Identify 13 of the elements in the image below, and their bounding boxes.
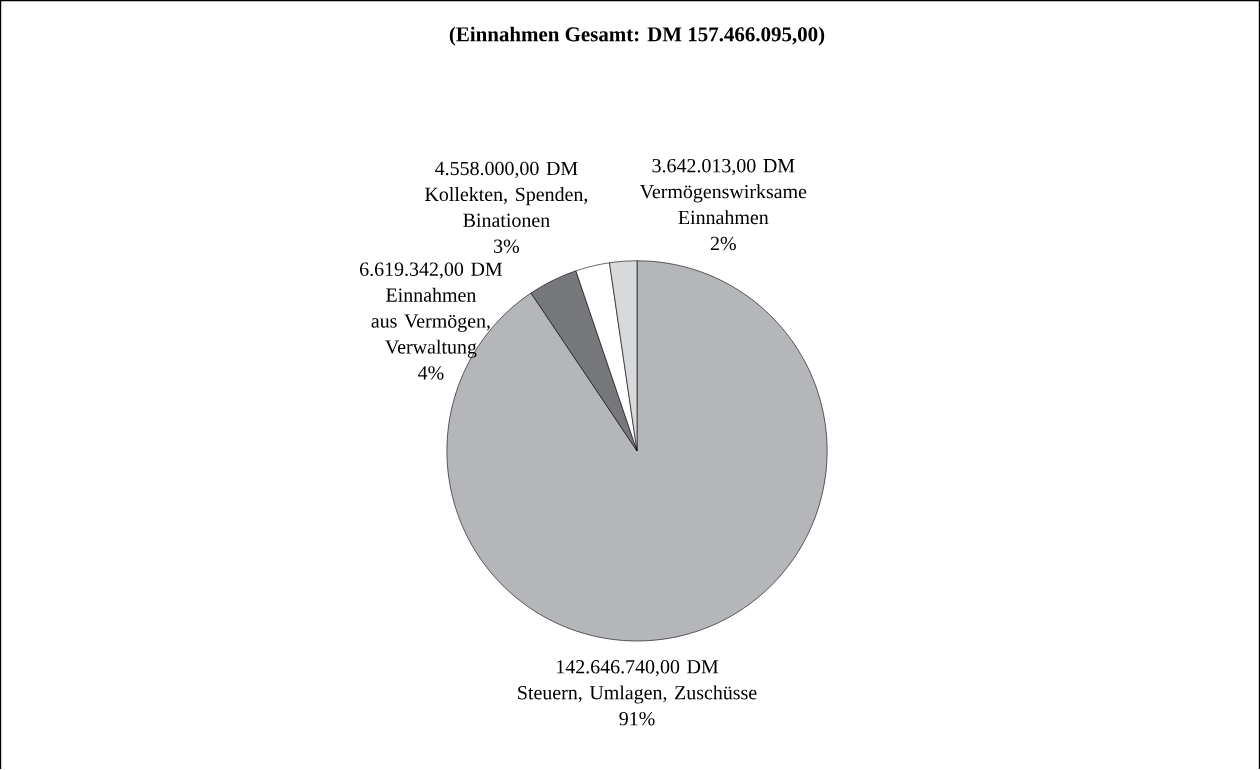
slice-label: Steuern, Umlagen, Zuschüsse [518,685,757,704]
chart-title: (Einnahmen Gesamt: DM 157.466.095,00) [449,26,825,46]
text: 4% [418,366,444,380]
slice-label: Vermögenswirksame Einnahmen [639,184,807,225]
data-label: 4.558.000,00 DM [435,161,578,179]
text: 91% [619,712,655,726]
text: 2% [710,236,736,251]
data-label: 6.619.342,00 DM [360,262,503,279]
data-label: 142.646.740,00 DM [557,660,719,677]
data-label: 3.642.013,00 DM [652,159,795,176]
slice-label: Einnahmen aus Vermögen, Verwaltung [371,287,490,358]
slice-label: Kollekten, Spenden, Binationen [425,187,588,228]
text: 3% [494,239,520,254]
